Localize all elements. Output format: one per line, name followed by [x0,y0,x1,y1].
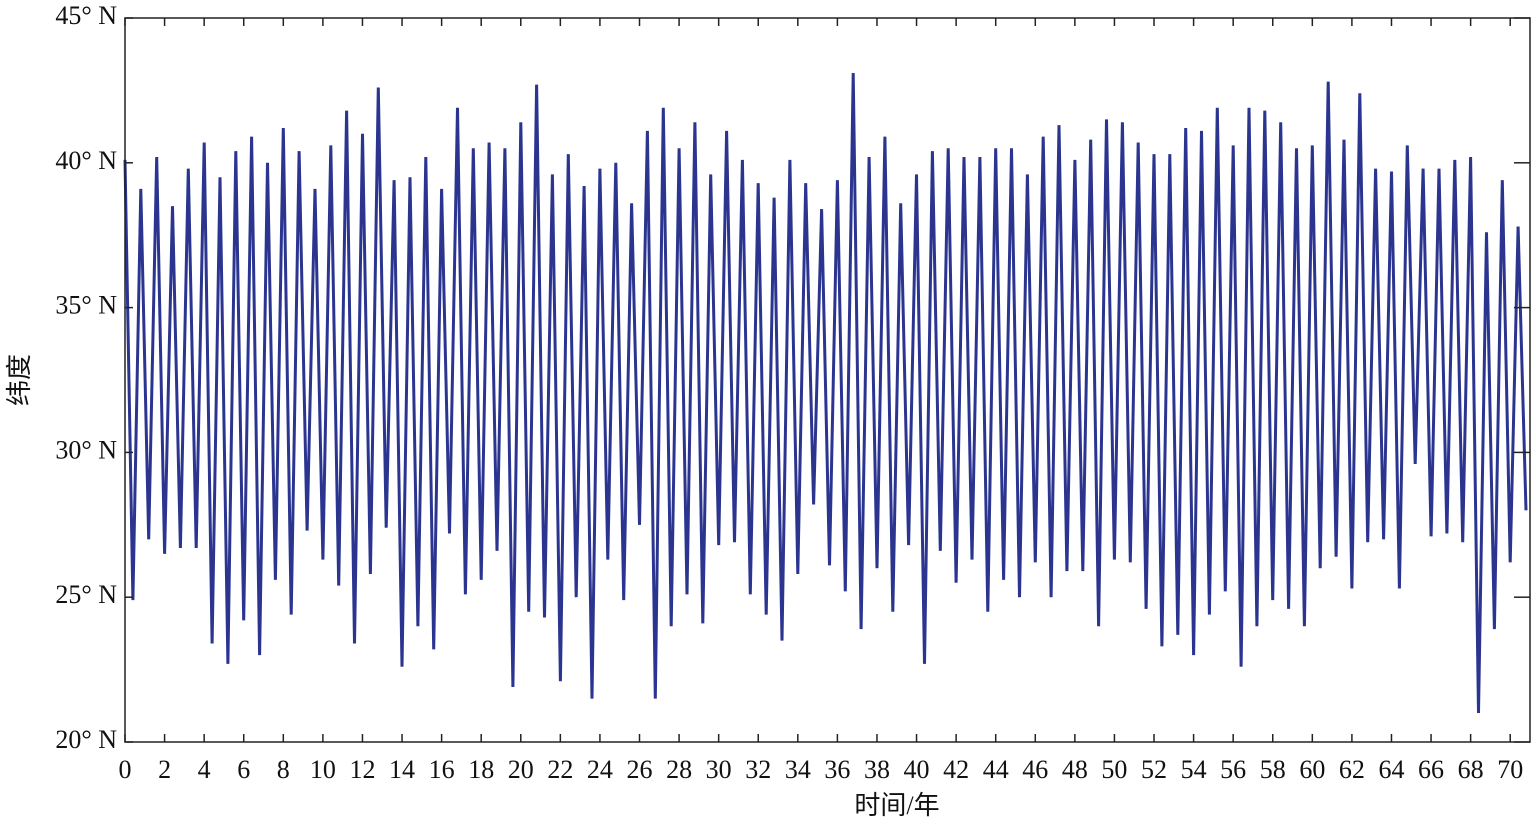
plot-frame [124,17,1531,743]
x-tick-label: 2 [158,755,171,784]
x-tick-label: 70 [1497,755,1523,784]
data-line [123,72,1528,714]
x-tick-label: 28 [666,755,692,784]
x-tick-label: 10 [310,755,336,784]
x-tick-label: 4 [198,755,211,784]
x-tick-label: 6 [237,755,250,784]
x-tick-label: 58 [1260,755,1286,784]
x-tick-label: 48 [1062,755,1088,784]
x-tick-label: 32 [745,755,771,784]
y-tick-label: 25° N [55,580,117,609]
x-tick-label: 62 [1339,755,1365,784]
y-axis-label: 纬度 [5,354,34,406]
x-tick-label: 66 [1418,755,1444,784]
x-tick-label: 14 [389,755,415,784]
x-tick-label: 64 [1378,755,1404,784]
x-tick-label: 8 [277,755,290,784]
x-tick-label: 30 [706,755,732,784]
y-tick-label: 30° N [55,435,117,464]
x-tick-label: 26 [627,755,653,784]
x-tick-label: 60 [1299,755,1325,784]
x-tick-label: 42 [943,755,969,784]
x-tick-label: 0 [119,755,132,784]
x-tick-label: 44 [983,755,1009,784]
x-tick-label: 68 [1458,755,1484,784]
x-tick-label: 38 [864,755,890,784]
x-tick-label: 56 [1220,755,1246,784]
y-tick-label: 20° N [55,725,117,754]
x-tick-label: 18 [468,755,494,784]
x-tick-label: 20 [508,755,534,784]
x-tick-label: 54 [1181,755,1207,784]
x-tick-label: 34 [785,755,811,784]
x-axis-label: 时间/年 [854,791,939,820]
x-tick-label: 46 [1022,755,1048,784]
y-tick-label: 35° N [55,291,117,320]
x-tick-label: 24 [587,755,613,784]
x-tick-label: 40 [904,755,930,784]
x-tick-label: 16 [429,755,455,784]
x-tick-label: 36 [824,755,850,784]
x-tick-label: 22 [547,755,573,784]
y-tick-label: 45° N [55,1,117,30]
y-tick-label: 40° N [55,146,117,175]
x-tick-label: 52 [1141,755,1167,784]
x-tick-label: 50 [1101,755,1127,784]
x-tick-label: 12 [349,755,375,784]
